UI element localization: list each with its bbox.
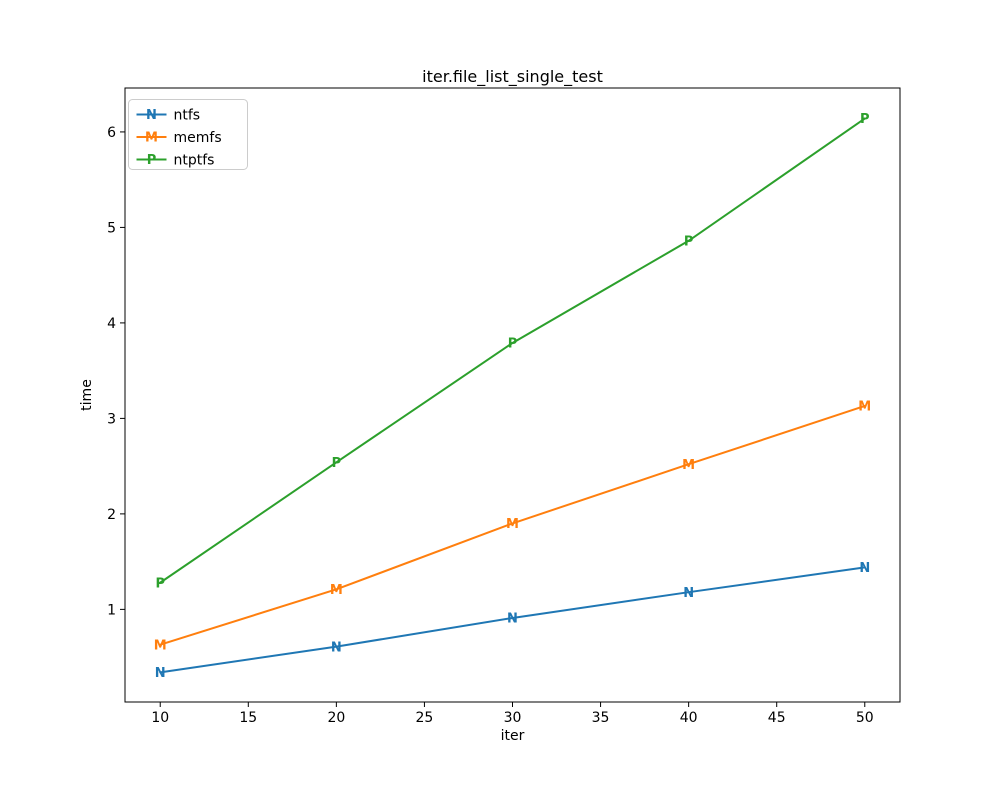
data-point-marker-ntfs: N [155,666,166,681]
axes-frame [124,87,901,703]
chart-title: iter.file_list_single_test [422,67,603,87]
data-point-marker-memfs: M [330,583,343,598]
legend-marker-ntptfs: P [147,153,157,168]
y-tick-label: 1 [107,602,116,618]
data-point-marker-ntptfs: P [332,456,342,471]
legend-box [128,99,248,170]
data-point-marker-memfs: M [858,400,871,415]
x-tick-label: 15 [239,710,257,726]
legend-marker-memfs: M [145,131,158,146]
y-tick-label: 4 [107,316,116,332]
x-tick-label: 45 [768,710,786,726]
x-tick-label: 50 [856,710,874,726]
legend-label-ntfs: ntfs [174,108,201,124]
x-tick-label: 10 [151,710,169,726]
y-tick-label: 6 [107,125,116,141]
data-point-marker-memfs: M [682,458,695,473]
y-tick-label: 3 [107,411,116,427]
legend-label-ntptfs: ntptfs [174,153,215,169]
y-tick-label: 5 [107,220,116,236]
x-tick-label: 35 [592,710,610,726]
series-line-memfs [159,404,866,646]
y-axis-label: time [79,379,95,411]
x-axis-label: iter [501,728,525,744]
data-point-marker-ntptfs: P [508,337,518,352]
data-point-marker-ntfs: N [331,640,342,655]
data-point-marker-ntfs: N [507,612,518,627]
x-tick-label: 30 [504,710,522,726]
legend-label-memfs: memfs [174,130,222,146]
data-point-marker-ntptfs: P [684,234,694,249]
x-tick-label: 40 [680,710,698,726]
data-point-marker-memfs: M [154,638,167,653]
data-point-marker-ntptfs: P [860,112,870,127]
data-point-marker-ntptfs: P [155,576,165,591]
data-point-marker-ntfs: N [859,561,870,576]
y-tick-label: 2 [107,507,116,523]
data-point-marker-ntfs: N [683,586,694,601]
x-tick-label: 25 [416,710,434,726]
series-line-ntptfs [159,117,866,584]
data-point-marker-memfs: M [506,517,519,532]
x-tick-label: 20 [327,710,345,726]
legend-marker-ntfs: N [146,108,157,123]
series-line-ntfs [159,566,866,674]
